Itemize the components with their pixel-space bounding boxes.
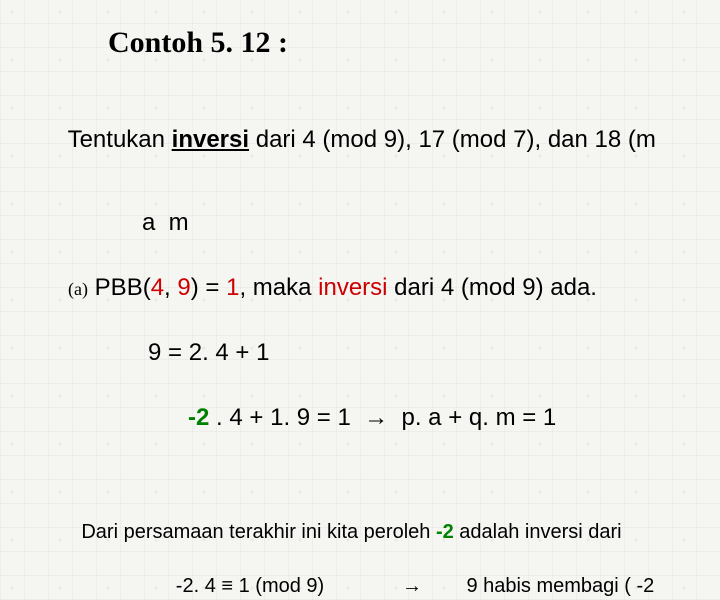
- l1-sep: ,: [164, 274, 177, 301]
- content-area: Tentukan inversi dari 4 (mod 9), 17 (mod…: [0, 72, 720, 600]
- conclusion-line-2: -2. 4 ≡ 1 (mod 9) → 9 habis membagi ( -2: [28, 573, 720, 600]
- prompt-line: Tentukan inversi dari 4 (mod 9), 17 (mod…: [28, 92, 720, 189]
- prompt-prefix: Tentukan: [68, 126, 172, 153]
- l3-neg2: -2: [188, 404, 209, 431]
- slide-title: Contoh 5. 12 :: [108, 26, 720, 60]
- prompt-suffix: dari 4 (mod 9), 17 (mod 7), dan 18 (m: [249, 126, 656, 153]
- l1-nine: 9: [177, 274, 190, 301]
- spacer: [28, 466, 720, 492]
- annotation-a-m: a m: [28, 207, 720, 239]
- l1-p1: PBB(: [95, 274, 151, 301]
- l1-p3: , maka: [239, 274, 318, 301]
- l1-p2: ) =: [191, 274, 226, 301]
- conclusion-line-1: Dari persamaan terakhir ini kita peroleh…: [28, 492, 720, 573]
- part-label-a: (a): [68, 279, 88, 299]
- slide: Contoh 5. 12 : Tentukan inversi dari 4 (…: [0, 0, 720, 540]
- prompt-emph: inversi: [172, 126, 249, 153]
- l1-inversi: inversi: [318, 274, 387, 301]
- body-line-1: (a) PBB(4, 9) = 1, maka inversi dari 4 (…: [28, 240, 720, 337]
- body-line-3: -2 . 4 + 1. 9 = 1 → p. a + q. m = 1: [28, 369, 720, 466]
- l1-one: 1: [226, 274, 239, 301]
- title-band: Contoh 5. 12 :: [0, 0, 720, 72]
- l3-rest: . 4 + 1. 9 = 1 → p. a + q. m = 1: [209, 404, 556, 431]
- l1-four: 4: [151, 274, 164, 301]
- spacer: [28, 189, 720, 207]
- l1-p4: dari 4 (mod 9) ada.: [388, 274, 597, 301]
- l3-pad: [68, 404, 188, 431]
- body-line-2: 9 = 2. 4 + 1: [28, 337, 720, 369]
